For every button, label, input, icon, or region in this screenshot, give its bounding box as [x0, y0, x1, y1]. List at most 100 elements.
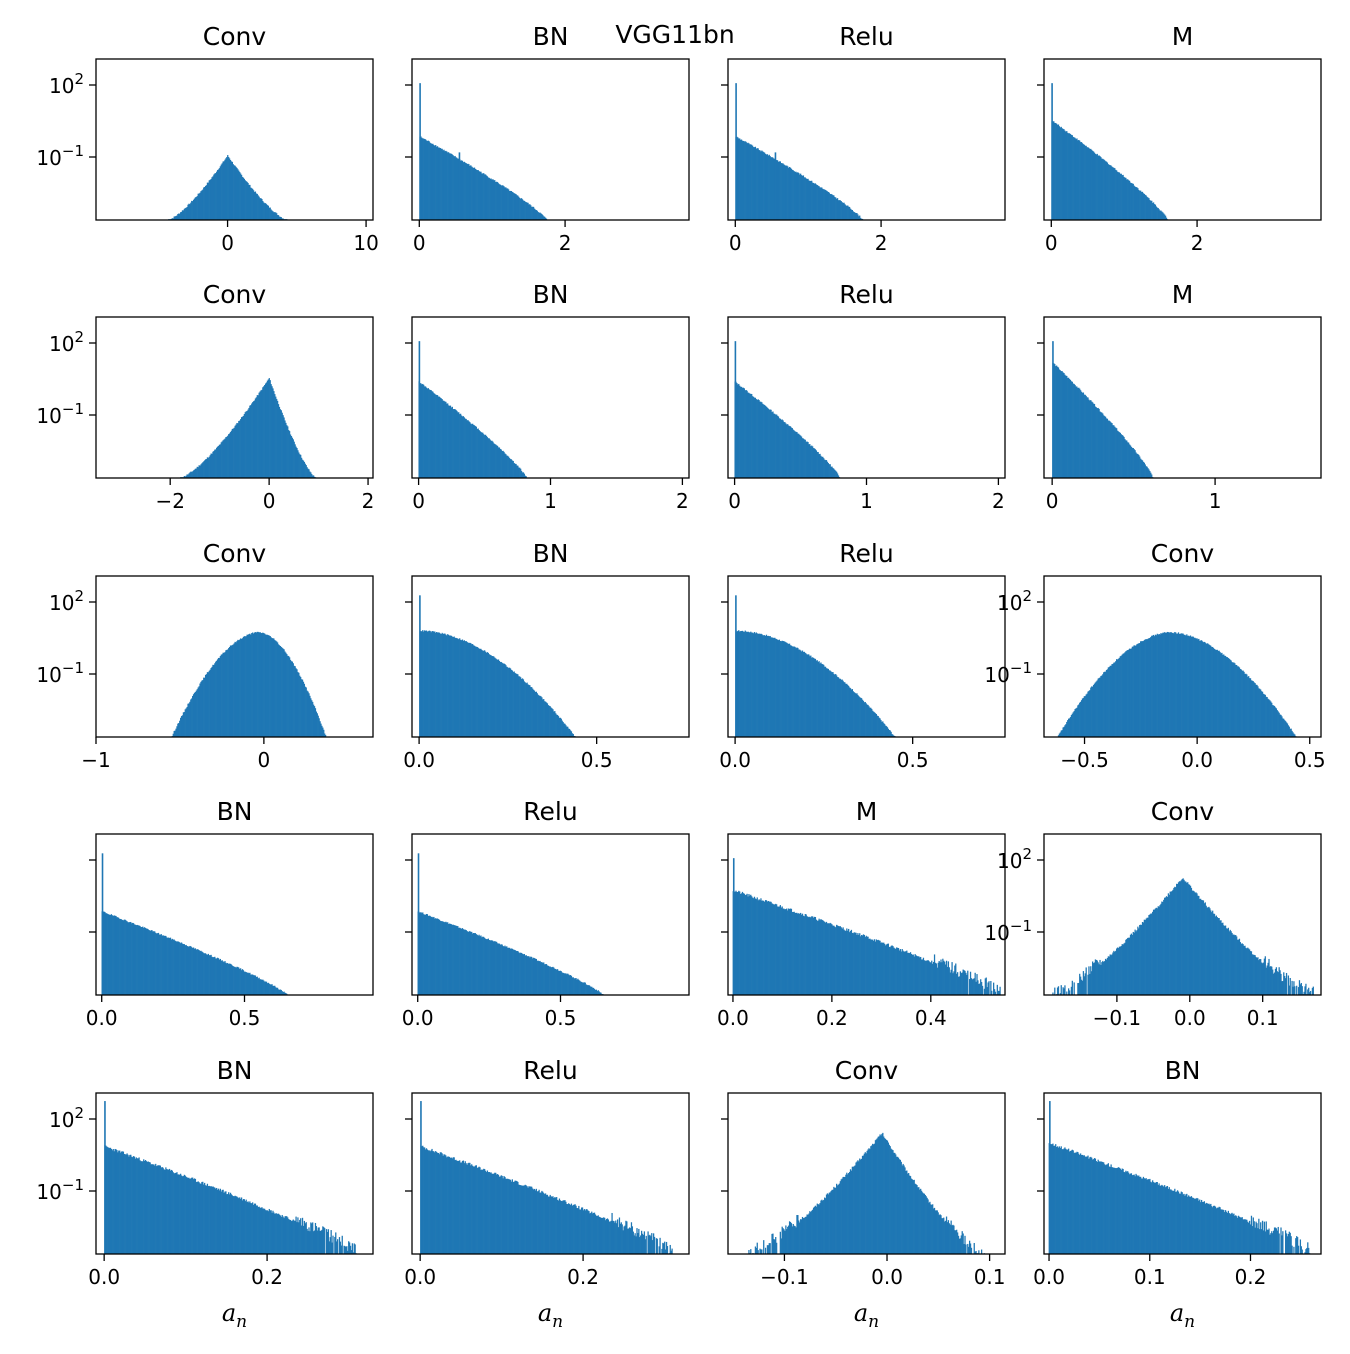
- histogram-bar: [1135, 452, 1137, 478]
- histogram-bar: [1127, 650, 1129, 737]
- histogram-bar: [560, 971, 562, 995]
- histogram-bar: [484, 1170, 487, 1254]
- histogram-bar: [922, 1193, 925, 1254]
- histogram-bar: [611, 1212, 613, 1254]
- histogram-bar: [149, 1162, 151, 1254]
- histogram-bar: [1123, 1171, 1125, 1254]
- histogram-bar: [154, 931, 156, 995]
- histogram-bar: [1110, 165, 1112, 220]
- histogram-bar: [129, 1154, 131, 1254]
- histogram-bar: [551, 708, 553, 737]
- histogram-bar: [535, 210, 537, 220]
- histogram-bar: [859, 215, 861, 220]
- x-tick-label: 0: [728, 489, 741, 513]
- histogram-bar: [1078, 139, 1080, 220]
- histogram-bar: [268, 207, 270, 220]
- histogram-bar: [1235, 664, 1237, 737]
- histogram-bar: [311, 1223, 313, 1254]
- histogram-bar: [1119, 946, 1121, 995]
- x-tick-label: 0.4: [915, 1006, 947, 1030]
- histogram-bar: [1182, 633, 1184, 737]
- histogram-bar: [1165, 217, 1168, 220]
- histogram-bar: [1125, 177, 1127, 220]
- histogram-bar: [799, 1222, 801, 1254]
- histogram-bar: [180, 1173, 182, 1254]
- histogram-bar: [205, 674, 208, 737]
- histogram-bar: [771, 903, 773, 995]
- histogram-bar: [762, 403, 764, 478]
- histogram-bar: [523, 473, 525, 478]
- histogram-bar: [436, 1152, 438, 1254]
- histogram-bar: [840, 201, 842, 220]
- histogram-bar: [1060, 985, 1062, 995]
- histogram-bar: [809, 656, 811, 737]
- histogram-bar: [1073, 711, 1075, 737]
- histogram-bar: [489, 1172, 491, 1254]
- histogram-bar: [508, 947, 511, 995]
- histogram-bar: [166, 937, 168, 995]
- y-tick-label: 102: [49, 328, 84, 356]
- histogram-bar: [1277, 711, 1279, 737]
- histogram-bar: [1193, 891, 1195, 995]
- histogram-bar: [889, 947, 891, 995]
- histogram-bar: [1285, 972, 1288, 995]
- histogram-bar: [188, 1177, 190, 1254]
- subplot: M0.0 0.2 0.4: [717, 797, 1006, 1030]
- histogram-bar: [770, 157, 772, 220]
- histogram-bar: [1071, 980, 1073, 995]
- histogram-bar: [282, 1216, 284, 1254]
- histogram-bar: [198, 193, 200, 220]
- histogram-bar: [492, 179, 494, 220]
- histogram-bar: [835, 674, 837, 737]
- histogram-bar: [472, 933, 475, 995]
- histogram-bar: [494, 941, 496, 995]
- histogram-spike: [774, 152, 777, 220]
- histogram-bar: [192, 947, 195, 995]
- histogram-bar: [1309, 990, 1312, 995]
- histogram-bar: [450, 1157, 453, 1254]
- histogram-bar: [778, 161, 781, 220]
- histogram-bar: [497, 943, 500, 995]
- histogram-bar: [1278, 712, 1280, 737]
- histogram-bar: [427, 631, 429, 737]
- histogram-bar: [471, 931, 473, 995]
- histogram-bar: [1102, 1162, 1104, 1254]
- histogram-bar: [522, 1185, 525, 1254]
- histogram-bar: [422, 912, 424, 995]
- histogram-bar: [1054, 1145, 1056, 1254]
- histogram-bar: [1290, 728, 1292, 737]
- histogram-bar: [197, 467, 199, 478]
- histogram-bar: [283, 1218, 285, 1254]
- histogram-bar: [753, 896, 756, 995]
- histogram-bar: [1164, 632, 1166, 737]
- histogram-bar: [897, 1157, 900, 1254]
- histogram-bar: [197, 949, 199, 995]
- histogram-bar: [817, 185, 819, 220]
- histogram-bar: [973, 1242, 975, 1254]
- histogram-bar: [528, 684, 530, 737]
- x-tick-label: 0.2: [567, 1265, 599, 1289]
- histogram-bar: [324, 733, 326, 737]
- histogram-bar: [454, 1160, 456, 1254]
- histogram-bar: [1054, 364, 1056, 478]
- histogram-bar: [1237, 666, 1240, 737]
- histogram-bar: [430, 390, 432, 478]
- histogram-bar: [1127, 1171, 1129, 1254]
- histogram-bar: [128, 922, 130, 995]
- histogram-bar: [649, 1234, 651, 1254]
- histogram-bar: [306, 467, 308, 478]
- histogram-bar: [521, 1185, 524, 1254]
- histogram-bar: [161, 935, 163, 995]
- histogram-bar: [754, 633, 757, 737]
- histogram-bar: [1085, 145, 1087, 220]
- histogram-bar: [178, 213, 180, 220]
- histogram-bar: [945, 1216, 948, 1254]
- histogram-bar: [213, 957, 215, 995]
- histogram-bar: [118, 1150, 120, 1254]
- histogram-bar: [893, 1152, 895, 1254]
- histogram-bar: [1281, 1235, 1283, 1254]
- histogram-bar: [908, 952, 910, 995]
- histogram-bar: [190, 1178, 192, 1254]
- histogram-bar: [903, 951, 905, 995]
- histogram-bar: [1162, 1185, 1164, 1254]
